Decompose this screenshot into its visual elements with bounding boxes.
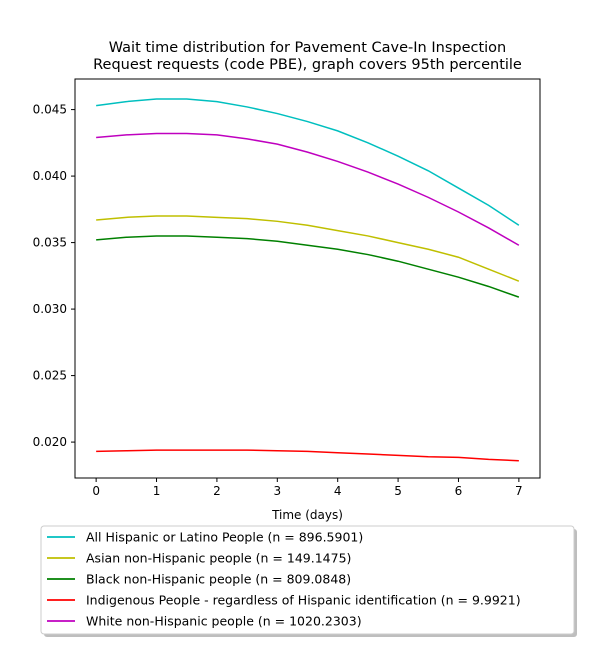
legend-label-4: White non-Hispanic people (n = 1020.2303… [86,614,362,629]
y-tick-label: 0.045 [33,103,67,117]
series-line-1 [96,215,520,282]
legend: All Hispanic or Latino People (n = 896.5… [40,525,577,637]
legend-label-2: Black non-Hispanic people (n = 809.0848) [86,572,351,587]
x-tick-label: 7 [515,484,523,498]
x-tick-label: 3 [273,484,281,498]
ticks-layer: 0 1 2 3 4 5 6 7 0.020 0.025 0.030 0.035 0.040 0.045 [33,103,523,498]
series-line-3 [96,449,519,462]
y-tick-label: 0.020 [33,435,67,449]
chart-title-line-1: Wait time distribution for Pavement Cave… [109,40,507,56]
plot-area-frame [74,78,541,479]
x-tick-label: 6 [455,484,463,498]
x-tick-label: 2 [213,484,221,498]
x-axis-label: Time (days) [271,508,343,522]
series-line-0 [96,98,520,226]
y-tick-label: 0.025 [33,369,67,383]
legend-label-3: Indigenous People - regardless of Hispan… [86,593,521,608]
series-line-2 [96,235,520,298]
series-layer [96,98,520,462]
chart-title-line-2: Request requests (code PBE), graph cover… [93,57,522,73]
x-tick-label: 0 [92,484,100,498]
legend-items: All Hispanic or Latino People (n = 896.5… [47,530,521,629]
legend-label-1: Asian non-Hispanic people (n = 149.1475) [86,551,351,566]
x-tick-label: 1 [153,484,161,498]
legend-label-0: All Hispanic or Latino People (n = 896.5… [86,530,363,545]
y-tick-label: 0.040 [33,169,67,183]
y-tick-label: 0.035 [33,236,67,250]
series-line-4 [96,132,520,246]
x-tick-label: 5 [394,484,402,498]
y-tick-label: 0.030 [33,302,67,316]
x-tick-label: 4 [334,484,342,498]
legend-box [40,525,575,635]
